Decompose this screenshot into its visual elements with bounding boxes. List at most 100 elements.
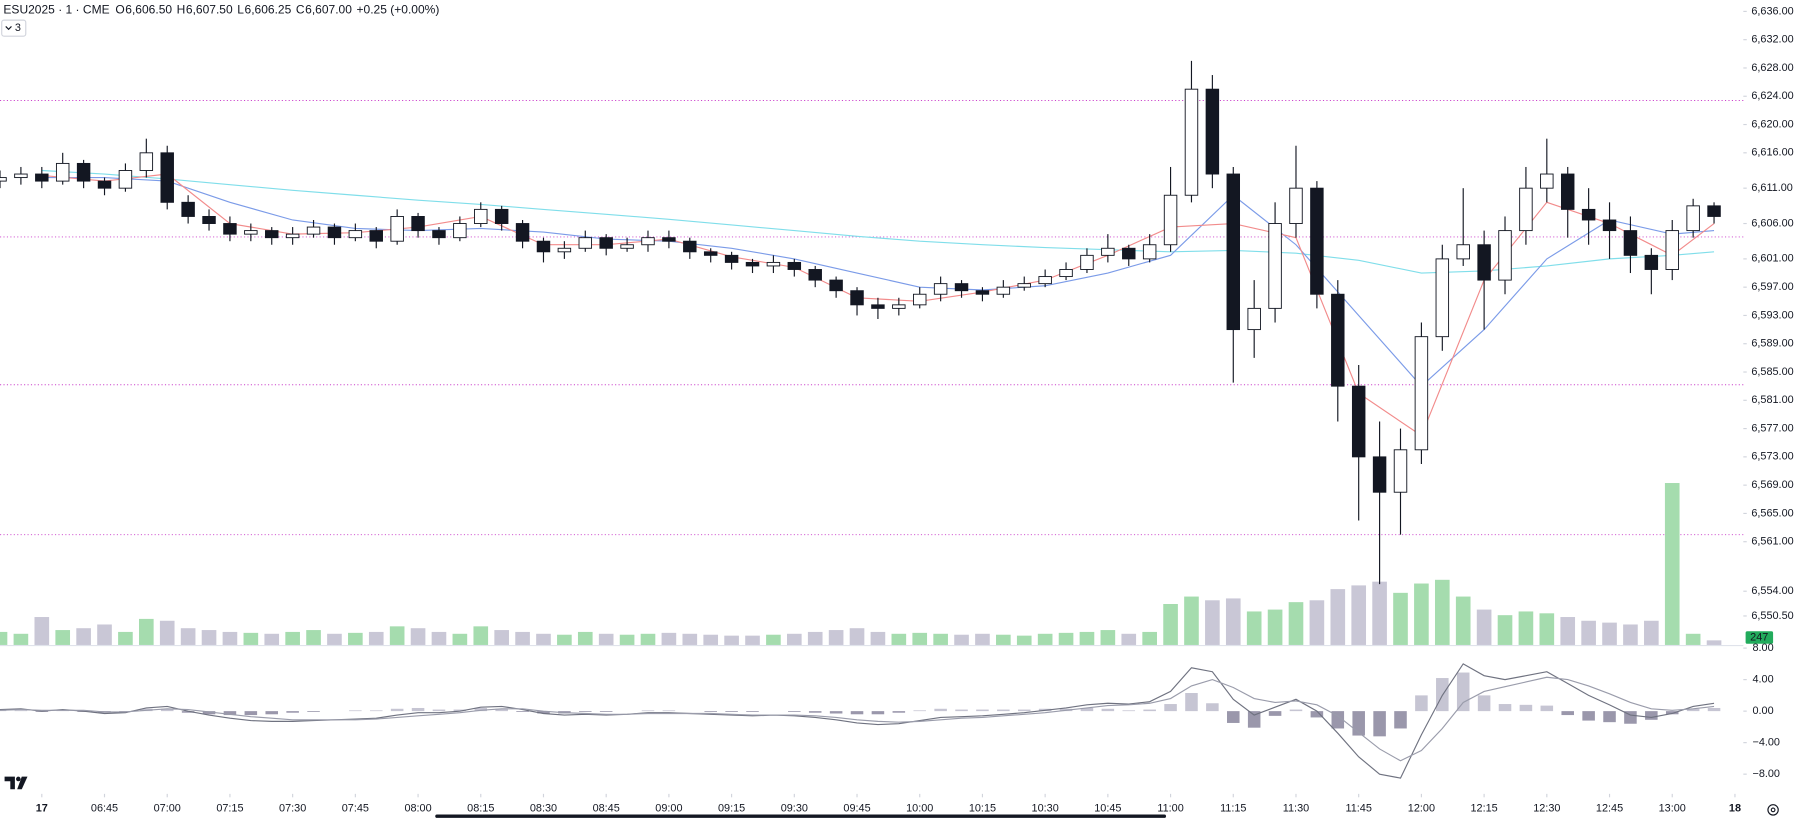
macd-histogram-bar — [14, 710, 28, 712]
volume-bar — [0, 631, 8, 645]
y-tick-label: 6,565.00 — [1751, 507, 1793, 519]
volume-bar — [1058, 632, 1074, 645]
x-tick-label: 09:15 — [718, 803, 745, 815]
macd-histogram-bar — [746, 711, 759, 712]
y-tick-label: 6,636.00 — [1751, 5, 1793, 17]
macd-histogram-bar — [307, 711, 320, 712]
macd-histogram-bar — [286, 711, 299, 713]
volume-bar — [243, 632, 259, 645]
indicator-toggle[interactable]: 3 — [1, 19, 27, 37]
candle-body — [14, 173, 28, 179]
macd-histogram-bar — [1268, 711, 1282, 716]
x-tick-label: 11:30 — [1283, 803, 1309, 815]
volume-bar — [13, 633, 29, 645]
volume-bar — [786, 633, 802, 645]
candle-body — [390, 216, 404, 242]
x-tick-label: 12:00 — [1408, 803, 1435, 815]
volume-bar — [1184, 596, 1199, 645]
volume-bar — [598, 633, 614, 645]
candle-body — [1393, 449, 1408, 493]
volume-bar — [285, 631, 300, 645]
volume-layer — [0, 483, 1722, 645]
candle-body — [787, 261, 802, 270]
y-tick-label: 6,589.00 — [1751, 338, 1793, 350]
macd-histogram-bar — [704, 711, 717, 712]
macd-histogram-bar — [1540, 705, 1554, 712]
macd-y-tick-label: 4.00 — [1752, 673, 1773, 685]
volume-bar — [954, 634, 969, 645]
macd-histogram-bar — [349, 710, 362, 712]
candle-body — [1602, 219, 1617, 232]
macd-histogram-bar — [1603, 711, 1616, 723]
candle-body — [1623, 230, 1638, 256]
macd-histogram-bar — [788, 711, 801, 712]
indicator-toggle-box[interactable] — [1, 19, 27, 37]
macd-histogram-bar — [1122, 710, 1136, 712]
candle-body — [1456, 244, 1470, 260]
candle-body — [265, 230, 279, 239]
volume-bar — [1142, 631, 1157, 645]
x-tick-label: 09:30 — [781, 803, 808, 815]
volume-bar — [1560, 617, 1576, 645]
candle-body — [160, 152, 174, 203]
settings-icon[interactable] — [1767, 804, 1779, 816]
macd-histogram-bar — [1247, 711, 1261, 728]
candle-body — [641, 237, 655, 246]
candle-body — [871, 304, 885, 309]
macd-histogram-bar — [369, 710, 383, 712]
volume-bar — [1016, 635, 1032, 645]
x-tick-label: 12:15 — [1471, 803, 1498, 815]
candle-body — [35, 173, 49, 182]
x-tick-label: 07:15 — [216, 803, 243, 815]
y-tick-label: 6,620.00 — [1751, 118, 1793, 130]
candle-body — [1665, 230, 1679, 270]
y-tick-label: 6,628.00 — [1751, 62, 1793, 74]
candle-body — [1038, 276, 1052, 285]
gear-ring — [1767, 804, 1779, 816]
y-tick-label: 6,616.00 — [1751, 147, 1793, 159]
macd-histogram-bar — [1080, 707, 1094, 712]
macd-histogram-bar — [892, 711, 906, 713]
volume-bar — [1623, 624, 1638, 645]
volume-bar — [1288, 602, 1304, 645]
x-tick-label: 12:30 — [1533, 803, 1560, 815]
macd-line — [0, 663, 1715, 779]
volume-bar — [536, 633, 551, 645]
candle-body — [724, 254, 739, 263]
candle-body — [494, 208, 509, 224]
macd-histogram-bar — [913, 710, 927, 712]
y-tick-label: 6,624.00 — [1751, 90, 1793, 102]
candle-body — [181, 201, 195, 217]
macd-histogram-bar — [495, 708, 508, 712]
candle-body — [1163, 194, 1178, 246]
scrollbar[interactable] — [435, 814, 1167, 818]
volume-bar — [975, 633, 990, 645]
candle-body — [829, 279, 843, 292]
axes-layer: 247 6,636.00 6,632.00 6,628.00 6,624.00 6,620… — [36, 5, 1794, 814]
volume-bar — [452, 633, 468, 645]
macd-histogram-bar — [808, 711, 822, 713]
tradingview-logo[interactable] — [4, 776, 28, 790]
x-tick-label: 10:30 — [1032, 803, 1059, 815]
legend-key: H — [177, 3, 186, 17]
y-tick-label: 6,550.50 — [1751, 610, 1793, 622]
volume-bar — [807, 631, 823, 645]
y-tick-label: 6,585.00 — [1751, 366, 1793, 378]
volume-bar — [159, 620, 175, 645]
macd-histogram-bar — [1665, 711, 1679, 715]
y-tick-label: 6,601.00 — [1751, 253, 1793, 265]
x-tick-label: 18 — [1729, 803, 1741, 815]
volume-bar — [55, 630, 71, 645]
macd-histogram-bar — [1582, 711, 1595, 721]
candle-body — [306, 226, 321, 235]
volume-bar — [996, 634, 1011, 645]
candle-body — [913, 293, 927, 306]
macd-histogram-bar — [871, 711, 885, 715]
volume-tag — [1745, 631, 1774, 644]
x-tick-label: 10:15 — [969, 803, 996, 815]
candle-body — [1686, 205, 1700, 232]
y-tick-label: 6,554.00 — [1751, 585, 1793, 597]
x-tick-label: 11:15 — [1220, 803, 1246, 815]
y-tick-label: 6,573.00 — [1751, 451, 1793, 463]
moving-average-line — [41, 173, 1715, 437]
